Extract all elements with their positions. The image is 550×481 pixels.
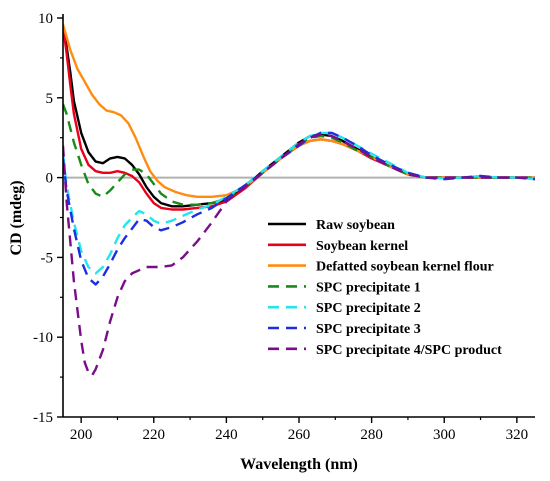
y-tick-label: -15 [33,410,53,426]
x-tick-label: 240 [215,427,238,443]
x-tick-label: 280 [360,427,383,443]
legend-label-4: SPC precipitate 1 [316,280,421,295]
y-tick-label: -10 [33,330,53,346]
legend-label-5: SPC precipitate 2 [316,301,421,316]
legend: Raw soybean Soybean kernel Defatted soybea… [268,218,502,358]
series-line-6 [63,131,535,286]
legend-label-2: Soybean kernel [316,239,408,254]
x-tick-label: 200 [70,427,93,443]
series-line-5 [63,131,535,275]
series-line-2 [63,25,535,211]
x-axis-title: Wavelength (nm) [240,456,358,473]
legend-label-3: Defatted soybean kernel flour [316,260,494,275]
series-lines [63,24,535,377]
legend-label-1: Raw soybean [316,218,395,233]
x-tick-label: 260 [288,427,311,443]
y-tick-label: 5 [46,91,54,107]
y-tick-label: -5 [41,250,54,266]
legend-label-7: SPC precipitate 4/SPC product [316,343,502,358]
series-line-3 [63,24,535,198]
y-axis-title: CD (mdeg) [8,180,25,255]
x-tick-label: 320 [506,427,529,443]
axis-ticks: 200 220 240 260 280 300 320 -15 -10 -5 0 5 10 [33,11,528,443]
series-line-7 [63,133,535,377]
series-line-4 [63,103,535,206]
x-tick-label: 300 [433,427,456,443]
y-tick-label: 0 [46,171,54,187]
legend-label-6: SPC precipitate 3 [316,322,421,337]
y-tick-label: 10 [38,11,53,27]
series-line-1 [63,25,535,208]
x-tick-label: 220 [143,427,166,443]
